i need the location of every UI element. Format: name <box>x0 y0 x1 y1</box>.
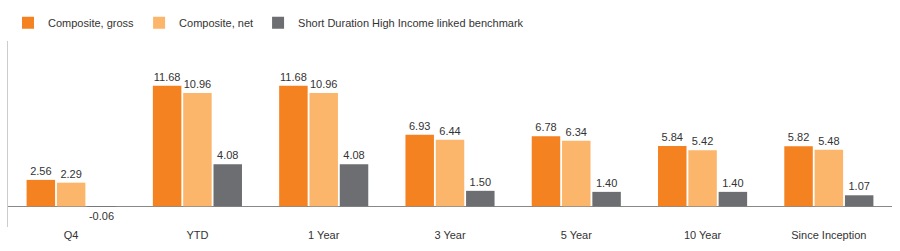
svg-text:Q4: Q4 <box>64 229 79 241</box>
svg-text:5 Year: 5 Year <box>561 229 593 241</box>
svg-text:10.96: 10.96 <box>310 78 338 90</box>
svg-text:1.50: 1.50 <box>470 176 491 188</box>
svg-text:11.68: 11.68 <box>154 71 181 83</box>
svg-text:YTD: YTD <box>186 229 208 241</box>
svg-text:6.93: 6.93 <box>409 120 430 132</box>
svg-text:1.40: 1.40 <box>722 177 743 189</box>
svg-text:Since Inception: Since Inception <box>791 229 866 241</box>
svg-text:Short Duration High Income lin: Short Duration High Income linked benchm… <box>298 17 524 29</box>
svg-text:5.84: 5.84 <box>662 131 683 143</box>
svg-text:3 Year: 3 Year <box>434 229 466 241</box>
svg-text:1 Year: 1 Year <box>308 229 340 241</box>
svg-text:6.44: 6.44 <box>439 125 460 137</box>
svg-text:11.68: 11.68 <box>280 71 307 83</box>
svg-text:5.48: 5.48 <box>818 135 839 147</box>
svg-text:10 Year: 10 Year <box>684 229 722 241</box>
svg-text:5.42: 5.42 <box>692 135 713 147</box>
svg-text:6.78: 6.78 <box>535 121 556 133</box>
svg-text:2.56: 2.56 <box>30 165 51 177</box>
svg-text:Composite, gross: Composite, gross <box>48 17 134 29</box>
svg-text:4.08: 4.08 <box>343 149 364 161</box>
svg-text:6.34: 6.34 <box>566 126 587 138</box>
svg-text:2.29: 2.29 <box>60 168 81 180</box>
svg-text:4.08: 4.08 <box>217 149 238 161</box>
svg-text:1.07: 1.07 <box>848 180 869 192</box>
svg-text:5.82: 5.82 <box>788 131 809 143</box>
svg-text:Composite, net: Composite, net <box>179 17 253 29</box>
svg-text:-0.06: -0.06 <box>89 210 114 222</box>
svg-text:10.96: 10.96 <box>184 78 212 90</box>
svg-text:1.40: 1.40 <box>596 177 617 189</box>
